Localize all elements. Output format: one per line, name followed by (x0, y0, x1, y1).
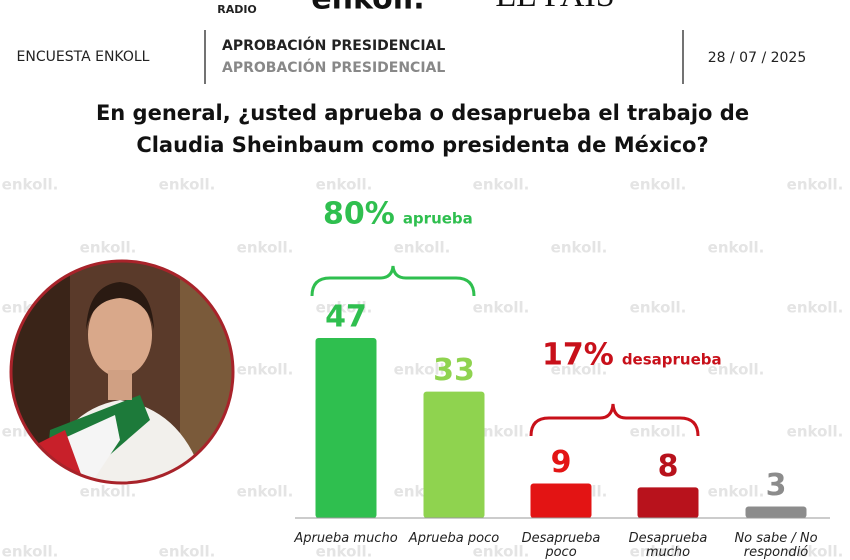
bar (423, 391, 485, 518)
watermark: enkoll. (787, 176, 844, 194)
header-subtitle: APROBACIÓN PRESIDENCIAL (222, 58, 445, 76)
bar (315, 338, 377, 518)
question-title: En general, ¿usted aprueba o desaprueba … (95, 101, 750, 157)
watermark: enkoll. (159, 176, 216, 194)
logo-elpais: EL PAIS (495, 0, 614, 14)
category-label: No sabe / No respondió (734, 532, 818, 560)
annotation-value: 80% (323, 197, 395, 232)
watermark: enkoll. (708, 361, 765, 379)
header-title: APROBACIÓN PRESIDENCIAL (222, 36, 445, 54)
watermark: enkoll. (80, 239, 137, 257)
annotation-value: 17% (542, 338, 614, 373)
bracket (529, 403, 700, 437)
watermark: enkoll. (473, 299, 530, 317)
value-label: 47 (325, 300, 367, 335)
watermark: enkoll. (316, 299, 373, 317)
value-label: 33 (433, 353, 475, 388)
watermark: enkoll. (394, 239, 451, 257)
logo-enkoll: enkoll. (311, 0, 424, 17)
watermark: enkoll. (80, 483, 137, 501)
annotation-text: aprueba (403, 210, 473, 228)
category-label: Desaprueba poco (521, 532, 601, 560)
watermark: enkoll. (630, 299, 687, 317)
watermark: enkoll. (630, 423, 687, 441)
watermark: enkoll. (2, 176, 59, 194)
bar (637, 487, 699, 518)
bar (530, 483, 592, 518)
watermark: enkoll. (473, 423, 530, 441)
watermark: enkoll. (787, 543, 844, 560)
watermark: enkoll. (551, 239, 608, 257)
annotation-text: desaprueba (622, 351, 722, 369)
logo-radio: RADIO (217, 3, 257, 16)
bracket (310, 265, 476, 297)
watermark: enkoll. (394, 361, 451, 379)
bar (745, 506, 807, 518)
watermark: enkoll. (316, 176, 373, 194)
value-label: 9 (551, 445, 572, 480)
watermark: enkoll. (787, 299, 844, 317)
value-label: 8 (658, 449, 679, 484)
watermark: enkoll. (473, 543, 530, 560)
watermark: enkoll. (237, 483, 294, 501)
watermark: enkoll. (787, 423, 844, 441)
watermark: enkoll. (551, 361, 608, 379)
watermark: enkoll. (708, 483, 765, 501)
portrait-frame (9, 259, 235, 485)
watermark: enkoll. (316, 543, 373, 560)
watermark: enkoll. (708, 239, 765, 257)
watermark: enkoll. (237, 239, 294, 257)
category-label: Aprueba mucho (294, 532, 398, 546)
header-date: 28 / 07 / 2025 (708, 50, 807, 66)
watermark: enkoll. (159, 543, 216, 560)
watermark: enkoll. (473, 176, 530, 194)
watermark: enkoll. (630, 543, 687, 560)
watermark: enkoll. (630, 176, 687, 194)
watermark: enkoll. (237, 361, 294, 379)
bars: 47 33 9 8 3 80% aprueba 17% desaprueba (315, 197, 807, 518)
value-label: 3 (766, 468, 787, 503)
header-left: ENCUESTA ENKOLL (17, 49, 150, 65)
watermark: enkoll. (2, 543, 59, 560)
category-label: Aprueba poco (408, 532, 500, 546)
category-label: Desaprueba mucho (628, 532, 708, 560)
